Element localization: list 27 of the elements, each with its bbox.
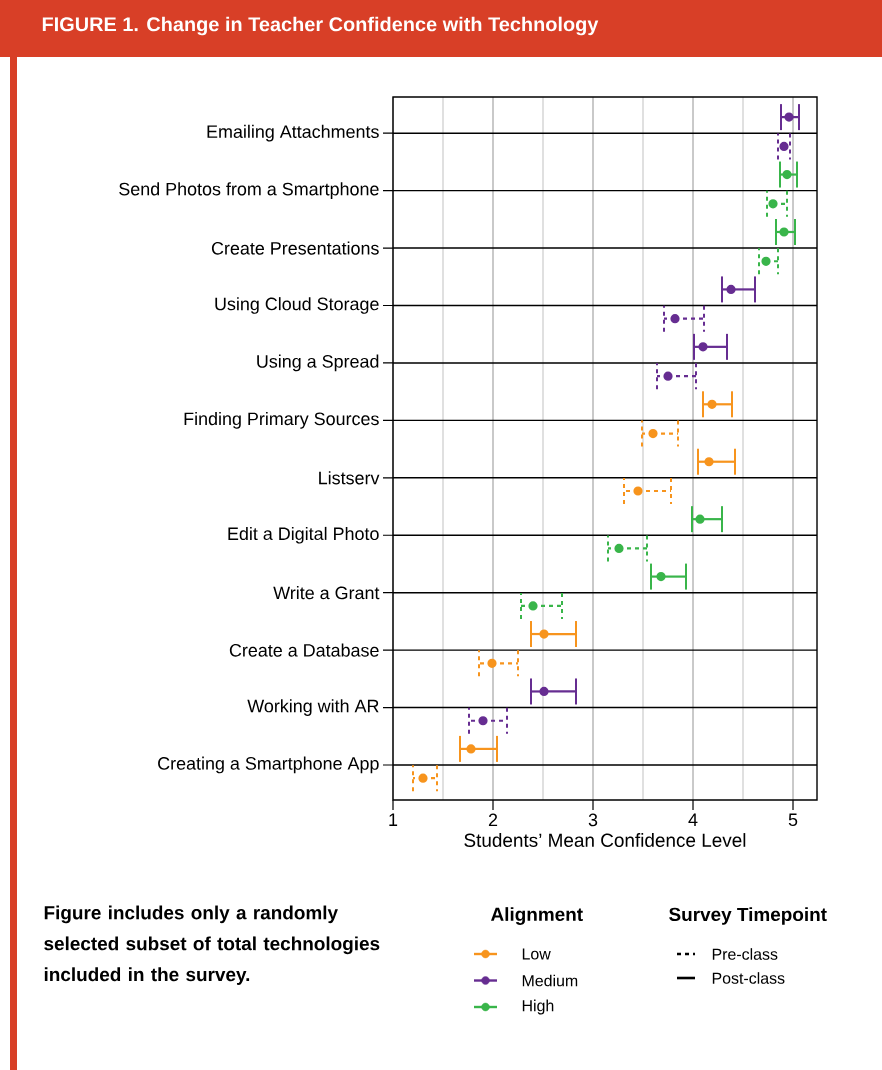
y-tick-label: Using Cloud Storage [215, 297, 379, 314]
y-tick-label: Creating a Smartphone App [158, 756, 379, 774]
text: Figure includes only a randomly selected subset of total technologies included in the survey. [44, 905, 380, 985]
chart-title: FIGURE 1. Change in Teacher Confidence with Technology [42, 16, 599, 36]
text: Survey Timepoint [669, 907, 827, 925]
y-tick-label: Using a Spread [257, 354, 379, 372]
y-tick-label: Edit a Digital Photo [228, 526, 379, 544]
y-tick-label: Create Presentations [211, 241, 379, 255]
y-tick-label: Create a Database [229, 643, 379, 657]
legend-title: Alignment [490, 907, 583, 925]
y-tick-label: Emailing Attachments [207, 124, 379, 142]
x-tick-label: 2 [488, 813, 498, 827]
legend-label: Low [522, 948, 551, 960]
legend-label: Medium [522, 974, 578, 987]
x-tick-label: 1 [389, 813, 398, 826]
x-axis-title: Students’ Mean Confidence Level [464, 833, 746, 847]
y-tick-label: Send Photos from a Smartphone [119, 182, 379, 199]
y-tick-label: Write a Grant [273, 586, 380, 600]
y-tick-label: Finding Primary Sources [184, 412, 379, 429]
text: Post-class [712, 972, 785, 984]
x-tick-label: 5 [788, 813, 798, 827]
y-tick-label: Listserv [319, 471, 380, 485]
legend-label: High [522, 999, 554, 1015]
x-tick-label: 4 [688, 813, 698, 826]
x-tick-label: 3 [588, 813, 598, 827]
text: Pre-class [712, 948, 778, 960]
y-tick-label: Working with AR [247, 699, 379, 716]
